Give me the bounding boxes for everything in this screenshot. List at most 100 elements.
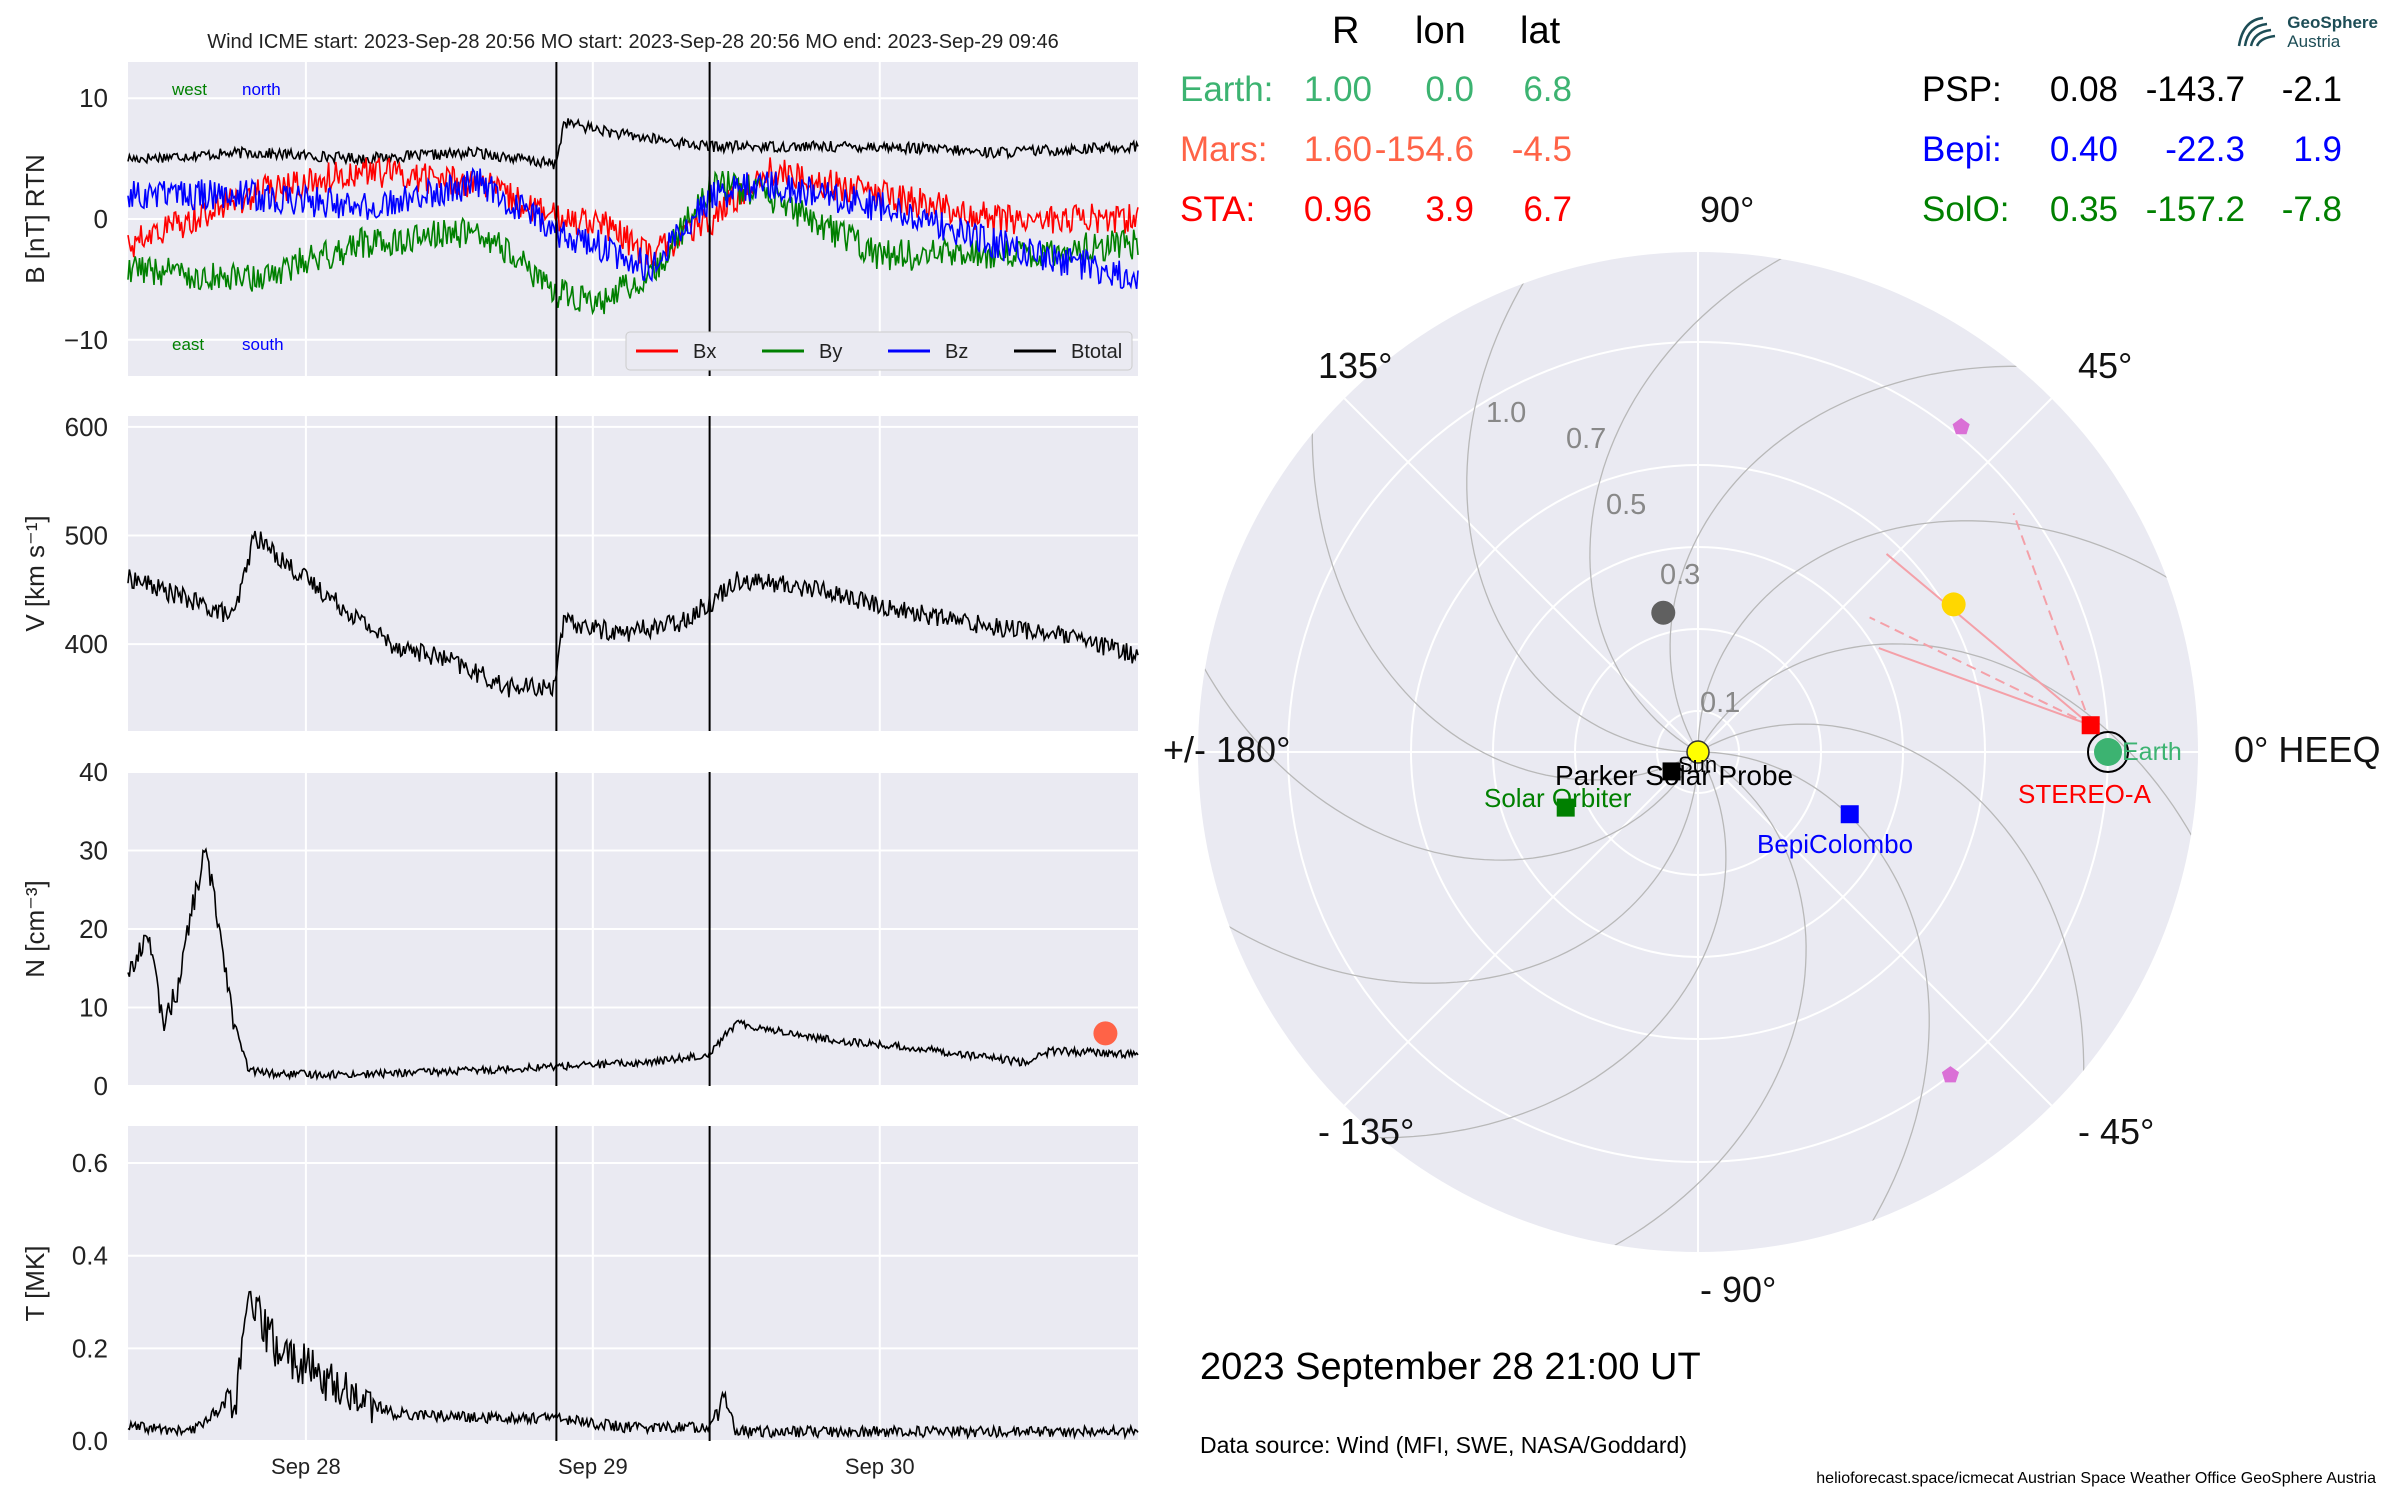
parker-spiral-line bbox=[1669, 365, 2036, 753]
body-planet9-upper-marker bbox=[1952, 418, 1970, 435]
position-r-cell: 0.40 bbox=[2049, 130, 2118, 169]
parker-spiral-line bbox=[1466, 266, 1699, 753]
b-legend: Bx By Bz Btotal bbox=[625, 331, 1133, 371]
series-By-line bbox=[127, 170, 1139, 316]
stereo-a-fov-line bbox=[2012, 512, 2092, 726]
legend-label-Bz: Bz bbox=[945, 341, 968, 363]
y-tick-label: 500 bbox=[65, 520, 108, 550]
position-lon-cell: -143.7 bbox=[2145, 70, 2245, 109]
position-name-cell: SolO: bbox=[1922, 190, 2010, 229]
y-tick-label: 10 bbox=[79, 993, 108, 1023]
position-name-cell: Bepi: bbox=[1922, 130, 2002, 169]
position-lat-cell: 6.7 bbox=[1523, 190, 1572, 229]
panel-speed: 600 500 400 V [km s⁻¹] bbox=[20, 412, 1139, 731]
angular-gridline bbox=[1697, 751, 2053, 1107]
radial-label: 0.1 bbox=[1700, 687, 1740, 719]
y-axis-label: B [nT] RTN bbox=[20, 154, 50, 284]
radial-label: 0.5 bbox=[1606, 489, 1646, 521]
body-solar-orbiter-marker bbox=[1556, 798, 1575, 817]
position-r-cell: 1.60 bbox=[1303, 130, 1372, 169]
position-name-cell: PSP: bbox=[1922, 70, 2002, 109]
angle-label: 45° bbox=[2078, 345, 2132, 386]
series-Btotal-line bbox=[127, 117, 1139, 170]
position-lon-cell: -154.6 bbox=[1374, 130, 1474, 169]
angle-label: 90° bbox=[1700, 189, 1754, 230]
position-r-cell: 0.96 bbox=[1303, 190, 1372, 229]
position-lon-cell: -22.3 bbox=[2165, 130, 2245, 169]
position-name-cell: Earth: bbox=[1180, 70, 1274, 109]
y-axis-label: N [cm⁻³] bbox=[20, 880, 50, 978]
panel-background bbox=[128, 416, 1138, 731]
parker-spirals bbox=[1198, 252, 2198, 1252]
series-N-line bbox=[127, 847, 1139, 1081]
stereo-a-fov-line bbox=[1878, 647, 2092, 727]
angle-label: +/- 180° bbox=[1163, 729, 1290, 770]
credits: helioforecast.space/icmecat Austrian Spa… bbox=[1816, 1470, 2376, 1487]
angle-label: - 135° bbox=[1318, 1111, 1414, 1152]
y-tick-label: 0.0 bbox=[72, 1426, 108, 1456]
x-tick-label: Sep 28 bbox=[271, 1454, 341, 1479]
east-label: east bbox=[172, 335, 204, 354]
position-r-cell: 1.00 bbox=[1303, 70, 1372, 109]
body-sun-marker bbox=[1686, 740, 1710, 764]
parker-spiral-line bbox=[1589, 252, 1799, 753]
legend-label-Bx: Bx bbox=[693, 341, 716, 363]
angle-label: 135° bbox=[1318, 345, 1392, 386]
geosphere-logo-icon bbox=[2238, 16, 2276, 47]
body-label-stereo-a: STEREO-A bbox=[2018, 779, 2152, 809]
position-lat-cell: 1.9 bbox=[2293, 130, 2342, 169]
series-Bx-line bbox=[127, 157, 1139, 267]
position-r-cell: 0.35 bbox=[2049, 190, 2118, 229]
radial-label: 0.7 bbox=[1566, 423, 1606, 455]
stereo-a-fov-line bbox=[1869, 616, 2092, 727]
x-tick-label: Sep 30 bbox=[845, 1454, 915, 1479]
y-axis-label: T [MK] bbox=[20, 1245, 50, 1321]
legend-box bbox=[625, 331, 1133, 371]
body-label-parker-solar-probe: Parker Solar Probe bbox=[1555, 760, 1793, 791]
y-tick-label: 40 bbox=[79, 757, 108, 787]
header-r: R bbox=[1332, 10, 1360, 52]
series-Bz-line bbox=[127, 166, 1139, 290]
body-mercury-marker bbox=[1651, 600, 1676, 625]
parker-spiral-line bbox=[1212, 751, 1699, 984]
legend-label-Btotal: Btotal bbox=[1071, 341, 1122, 363]
y-tick-label: −10 bbox=[64, 325, 108, 355]
y-tick-label: 400 bbox=[65, 629, 108, 659]
angular-gridline bbox=[1697, 397, 2053, 753]
y-tick-label: 0 bbox=[94, 1071, 108, 1101]
plot-date: 2023 September 28 21:00 UT bbox=[1200, 1346, 1701, 1388]
header-lat: lat bbox=[1520, 10, 1561, 52]
logo-line2: Austria bbox=[2287, 32, 2341, 51]
angle-label: 0° HEEQ bbox=[2234, 729, 2380, 770]
parker-spiral-line bbox=[1311, 414, 1699, 781]
parker-spiral-line bbox=[1697, 520, 2184, 753]
parker-spiral-line bbox=[1360, 751, 1727, 1139]
x-tick-label: Sep 29 bbox=[558, 1454, 628, 1479]
legend-label-By: By bbox=[819, 341, 842, 363]
body-bepicolombo-marker bbox=[1840, 805, 1859, 824]
position-lon-cell: 3.9 bbox=[1425, 190, 1474, 229]
body-label-solar-orbiter: Solar Orbiter bbox=[1484, 783, 1632, 813]
radial-label: 1.0 bbox=[1486, 397, 1526, 429]
north-label: north bbox=[242, 80, 281, 99]
insitu-panels: 10 0 −10 B [nT] RTN 600 500 400 V [km s⁻¹] 40 30 2… bbox=[20, 31, 1139, 1479]
body-label-earth: Earth bbox=[2122, 738, 2182, 766]
position-lat-cell: 6.8 bbox=[1523, 70, 1572, 109]
stereo-a-fov-line bbox=[1885, 553, 2092, 726]
parker-spiral-line bbox=[1697, 723, 2085, 1090]
y-tick-label: 10 bbox=[79, 83, 108, 113]
position-r-cell: 0.08 bbox=[2049, 70, 2118, 109]
parker-spiral-line bbox=[1198, 651, 1699, 861]
position-lon-cell: 0.0 bbox=[1425, 70, 1474, 109]
series-V-line bbox=[127, 530, 1139, 698]
position-lat-cell: -7.8 bbox=[2281, 190, 2342, 229]
panel-background bbox=[128, 1126, 1138, 1441]
insitu-title: Wind ICME start: 2023-Sep-28 20:56 MO st… bbox=[207, 31, 1059, 53]
body-mars-marker bbox=[1093, 1021, 1118, 1046]
angle-label: - 45° bbox=[2078, 1111, 2154, 1152]
y-tick-label: 0 bbox=[94, 204, 108, 234]
south-label: south bbox=[242, 335, 284, 354]
angle-label: - 90° bbox=[1700, 1269, 1776, 1310]
y-tick-label: 0.2 bbox=[72, 1333, 108, 1363]
